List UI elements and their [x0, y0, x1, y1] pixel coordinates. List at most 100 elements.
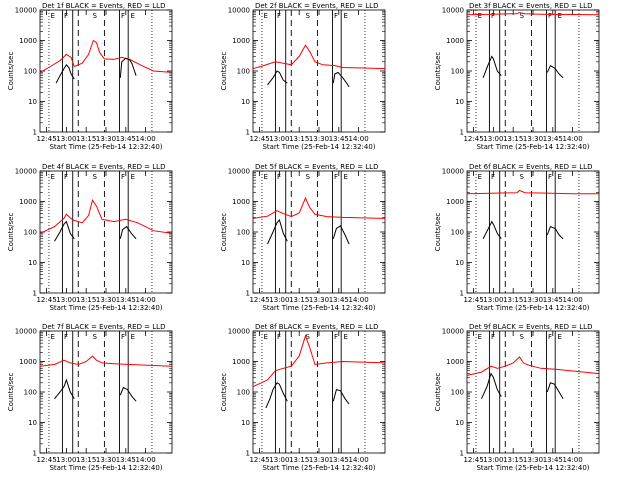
x-tick-label: 13:45	[116, 456, 136, 464]
x-axis-label: Start Time (25-Feb-14 12:32:40)	[262, 304, 375, 312]
x-tick-label: 13:30	[96, 135, 116, 143]
phase-marker: F	[121, 333, 125, 341]
x-tick-label: 13:45	[329, 456, 349, 464]
phase-marker: F	[548, 173, 552, 181]
lld-series	[467, 12, 599, 16]
y-tick-label: 1000	[446, 198, 464, 206]
y-tick-label: 10000	[15, 168, 37, 176]
events-series	[482, 55, 502, 78]
lld-series	[467, 356, 599, 376]
phase-marker: F	[277, 12, 281, 20]
phase-marker: S	[93, 173, 98, 181]
y-tick-label: 100	[451, 68, 464, 76]
events-series	[481, 372, 502, 400]
x-tick-label: 13:15	[76, 296, 96, 304]
x-axis-label: Start Time (25-Feb-14 12:32:40)	[49, 143, 162, 151]
events-series	[546, 382, 564, 400]
phase-marker: F	[64, 333, 68, 341]
panel-title: Det 1f BLACK = Events, RED = LLD	[42, 2, 165, 10]
x-tick-label: 13:30	[96, 296, 116, 304]
events-series	[119, 57, 137, 78]
y-tick-label: 10000	[15, 7, 37, 15]
phase-marker: E	[131, 12, 135, 20]
phase-marker: S	[306, 333, 311, 341]
events-series	[119, 386, 137, 402]
y-tick-label: 10	[241, 259, 250, 267]
y-tick-label: 100	[237, 389, 250, 397]
x-tick-label: 13:00	[483, 296, 503, 304]
y-tick-label: 1000	[446, 37, 464, 45]
x-axis-label: Start Time (25-Feb-14 12:32:40)	[476, 143, 589, 151]
y-tick-label: 1000	[232, 37, 250, 45]
y-tick-label: 1000	[19, 358, 37, 366]
phase-marker: S	[520, 173, 525, 181]
x-tick-label: 13:30	[523, 456, 543, 464]
y-tick-label: 10	[241, 98, 250, 106]
events-series	[332, 388, 350, 405]
events-series	[54, 220, 75, 242]
x-tick-label: 14:00	[136, 135, 156, 143]
x-tick-label: 12:45	[249, 456, 269, 464]
lld-series	[39, 39, 172, 73]
y-tick-label: 10000	[228, 168, 250, 176]
phase-marker: F	[121, 12, 125, 20]
events-series	[55, 63, 75, 84]
lld-series	[252, 334, 385, 388]
phase-marker: F	[64, 173, 68, 181]
x-tick-label: 13:00	[483, 135, 503, 143]
x-tick-label: 12:45	[463, 456, 483, 464]
x-tick-label: 13:00	[56, 135, 76, 143]
lld-series	[467, 189, 599, 195]
panel-title: Det 7f BLACK = Events, RED = LLD	[42, 323, 165, 331]
y-axis-label: Counts/sec	[7, 213, 15, 252]
y-tick-label: 1	[460, 290, 464, 298]
y-tick-label: 100	[237, 229, 250, 237]
x-tick-label: 13:45	[543, 296, 563, 304]
panel-8: Det 8f BLACK = Events, RED = LLD 1 10 100 10…	[220, 323, 386, 472]
x-tick-label: 13:30	[309, 135, 329, 143]
phase-marker: F	[491, 12, 495, 20]
events-series	[267, 70, 288, 86]
phase-marker: E	[264, 173, 268, 181]
y-tick-label: 1000	[232, 358, 250, 366]
x-tick-label: 13:00	[56, 456, 76, 464]
events-series	[265, 382, 288, 409]
y-axis-label: Counts/sec	[220, 213, 228, 252]
x-tick-label: 14:00	[136, 296, 156, 304]
lld-series	[40, 355, 172, 367]
y-tick-label: 100	[24, 68, 37, 76]
y-tick-label: 10	[28, 419, 37, 427]
x-tick-label: 13:15	[76, 456, 96, 464]
phase-marker: F	[491, 333, 495, 341]
x-tick-label: 12:45	[36, 456, 56, 464]
x-tick-label: 12:45	[249, 296, 269, 304]
y-tick-label: 10000	[442, 7, 464, 15]
phase-marker: E	[478, 173, 482, 181]
phase-marker: F	[334, 12, 338, 20]
phase-marker: E	[51, 12, 55, 20]
x-axis-label: Start Time (25-Feb-14 12:32:40)	[49, 464, 162, 472]
y-tick-label: 1000	[19, 198, 37, 206]
phase-marker: F	[277, 173, 281, 181]
x-tick-label: 14:00	[349, 296, 369, 304]
lld-series	[39, 198, 172, 234]
x-tick-label: 13:00	[483, 456, 503, 464]
x-tick-label: 13:15	[289, 135, 309, 143]
phase-marker: E	[51, 333, 55, 341]
phase-marker: E	[264, 333, 268, 341]
x-axis-label: Start Time (25-Feb-14 12:32:40)	[476, 464, 589, 472]
panel-title: Det 5f BLACK = Events, RED = LLD	[255, 163, 378, 171]
x-tick-label: 13:30	[96, 456, 116, 464]
x-tick-label: 13:45	[329, 135, 349, 143]
phase-marker: S	[520, 333, 525, 341]
x-tick-label: 14:00	[349, 135, 369, 143]
y-tick-label: 10000	[228, 7, 250, 15]
phase-marker: F	[64, 12, 68, 20]
x-tick-label: 13:30	[309, 296, 329, 304]
x-tick-label: 13:30	[523, 296, 543, 304]
events-series	[546, 225, 564, 240]
y-axis-label: Counts/sec	[434, 213, 442, 252]
x-axis-label: Start Time (25-Feb-14 12:32:40)	[262, 464, 375, 472]
events-series	[54, 378, 75, 400]
